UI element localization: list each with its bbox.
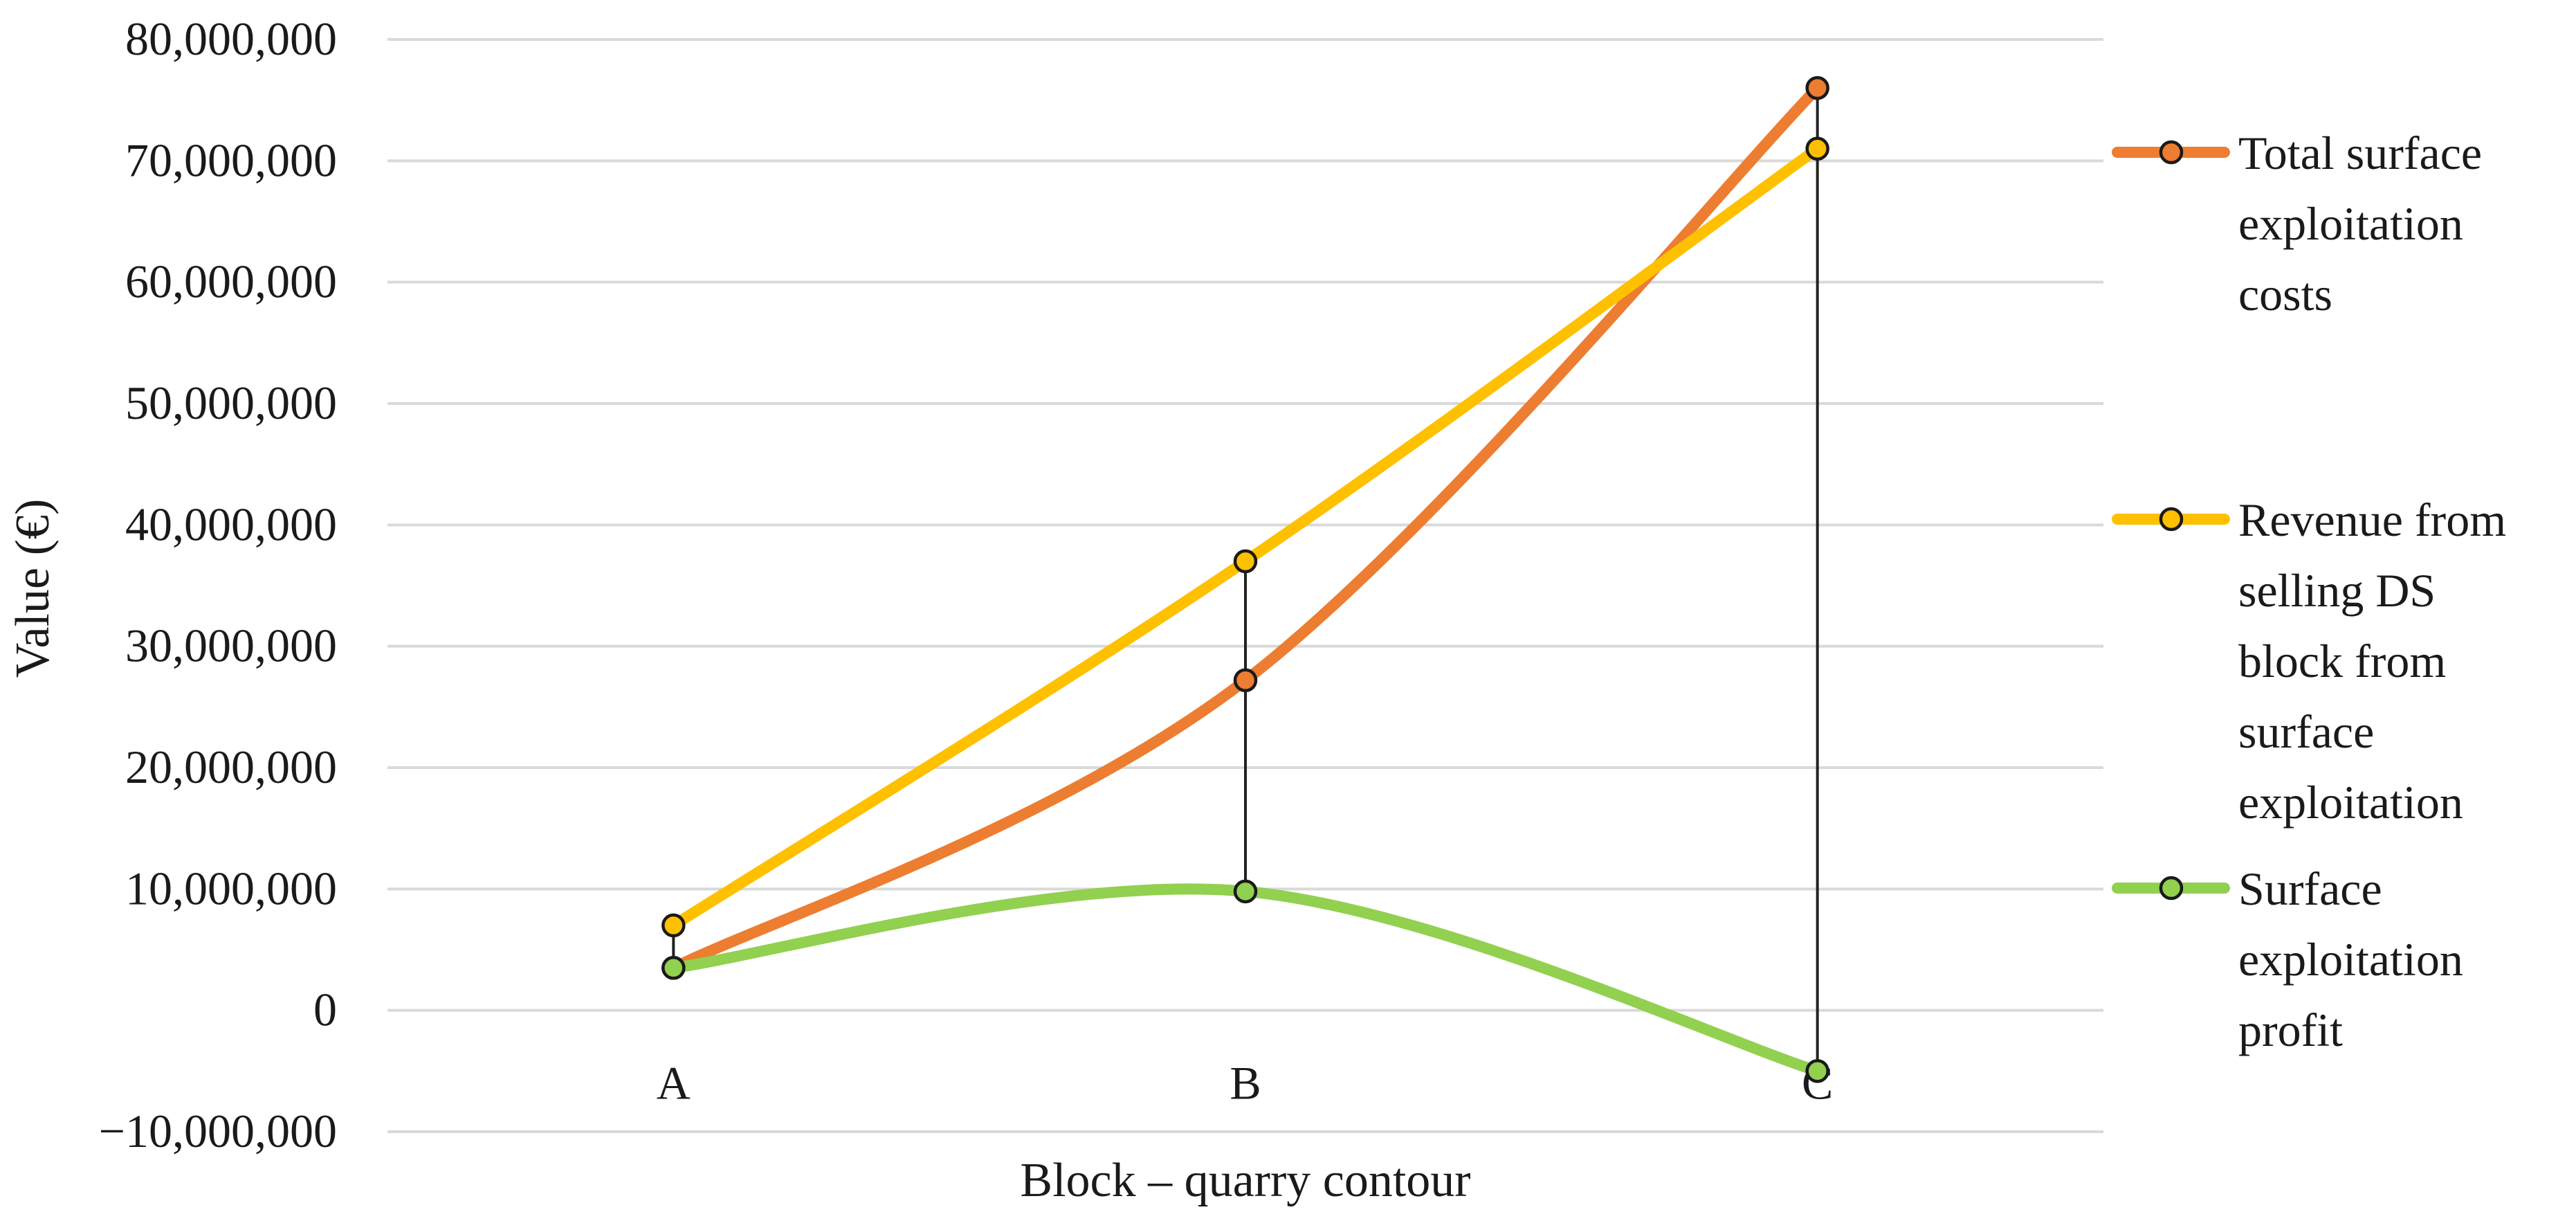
y-axis-title: Value (€) xyxy=(6,499,60,678)
y-tick-label: −10,000,000 xyxy=(99,1105,337,1157)
legend-label-line: profit xyxy=(2238,1004,2343,1056)
y-tick-label: 30,000,000 xyxy=(125,619,337,672)
legend-label-line: block from xyxy=(2238,635,2446,687)
data-point-marker xyxy=(1233,879,1258,904)
y-tick-label: 60,000,000 xyxy=(125,255,337,308)
y-tick-label: 80,000,000 xyxy=(125,12,337,65)
y-axis-tick-labels: 80,000,000 70,000,000 60,000,000 50,000,000… xyxy=(99,12,337,1157)
legend-label-line: exploitation xyxy=(2238,933,2463,986)
legend-swatch-marker xyxy=(2159,876,2184,901)
legend: Total surface exploitation costs Revenue fr… xyxy=(2112,127,2506,1056)
y-tick-label: 10,000,000 xyxy=(125,862,337,914)
legend-entry: Surface exploitation profit xyxy=(2112,862,2463,1056)
legend-label-line: Surface xyxy=(2238,862,2382,915)
legend-label-line: costs xyxy=(2238,268,2332,320)
data-point-marker xyxy=(1233,668,1258,693)
legend-label-line: exploitation xyxy=(2238,197,2463,250)
series-markers xyxy=(661,75,1829,1083)
x-category-label: B xyxy=(1230,1057,1261,1110)
legend-swatch-marker xyxy=(2159,140,2184,165)
data-point-marker xyxy=(1805,1059,1829,1083)
legend-entry: Revenue from selling DS block from surface e… xyxy=(2112,494,2506,829)
y-tick-label: 20,000,000 xyxy=(125,741,337,793)
y-tick-label: 70,000,000 xyxy=(125,134,337,186)
x-axis-title: Block – quarry contour xyxy=(1020,1154,1470,1207)
legend-entry: Total surface exploitation costs xyxy=(2112,127,2482,320)
data-point-marker xyxy=(1233,549,1258,574)
series-line-3 xyxy=(668,883,1823,1077)
y-tick-label: 50,000,000 xyxy=(125,377,337,429)
data-point-marker xyxy=(661,913,686,938)
data-point-marker xyxy=(661,956,686,980)
legend-swatch-marker xyxy=(2159,507,2184,532)
y-tick-label: 0 xyxy=(313,984,337,1036)
legend-label-line: Revenue from xyxy=(2238,494,2506,546)
legend-label-line: selling DS xyxy=(2238,564,2436,617)
legend-label-line: Total surface xyxy=(2238,127,2482,179)
legend-label-line: surface xyxy=(2238,705,2374,758)
y-tick-label: 40,000,000 xyxy=(125,498,337,550)
legend-label-line: exploitation xyxy=(2238,776,2463,829)
x-category-label: A xyxy=(657,1057,691,1110)
data-point-marker xyxy=(1805,75,1829,100)
high-low-lines xyxy=(672,88,1819,1071)
series-line-1 xyxy=(668,82,1823,974)
data-point-marker xyxy=(1805,136,1829,161)
